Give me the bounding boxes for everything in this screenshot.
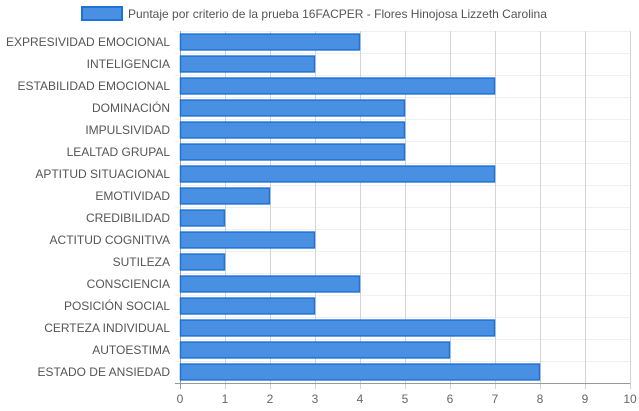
x-tick-label: 5	[402, 392, 409, 406]
bar[interactable]	[179, 165, 496, 183]
category-label: EMOTIVIDAD	[95, 189, 170, 203]
bar[interactable]	[179, 143, 406, 161]
category-label: AUTOESTIMA	[92, 343, 170, 357]
bar[interactable]	[179, 297, 316, 315]
bar[interactable]	[179, 121, 406, 139]
category-label: ESTADO DE ANSIEDAD	[38, 365, 171, 379]
x-axis-tick-labels: 0 1 2 3 4 5 6 7 8 9 10	[177, 392, 637, 406]
x-tick-label: 8	[537, 392, 544, 406]
category-label: ESTABILIDAD EMOCIONAL	[18, 79, 171, 93]
bar[interactable]	[179, 77, 496, 95]
bars	[179, 33, 541, 381]
bar[interactable]	[179, 319, 496, 337]
category-label: INTELIGENCIA	[87, 57, 170, 71]
bar[interactable]	[179, 209, 226, 227]
x-tick-label: 6	[447, 392, 454, 406]
bar[interactable]	[179, 363, 541, 381]
x-tick-label: 2	[267, 392, 274, 406]
category-label: CONSCIENCIA	[87, 277, 170, 291]
x-tick-label: 9	[582, 392, 589, 406]
category-labels: EXPRESIVIDAD EMOCIONAL INTELIGENCIA ESTABI…	[6, 35, 170, 379]
bar[interactable]	[179, 253, 226, 271]
bar[interactable]	[179, 55, 316, 73]
x-tick-label: 3	[312, 392, 319, 406]
category-label: APTITUD SITUACIONAL	[35, 167, 170, 181]
category-label: CREDIBILIDAD	[86, 211, 170, 225]
x-tick-label: 1	[222, 392, 229, 406]
category-label: POSICIÓN SOCIAL	[64, 298, 170, 313]
x-tick-label: 7	[492, 392, 499, 406]
legend[interactable]: Puntaje por criterio de la prueba 16FACP…	[81, 6, 547, 21]
legend-swatch	[81, 6, 123, 21]
bar[interactable]	[179, 341, 451, 359]
category-label: SUTILEZA	[113, 255, 170, 269]
x-tick-label: 4	[357, 392, 364, 406]
legend-label: Puntaje por criterio de la prueba 16FACP…	[128, 7, 547, 21]
bar[interactable]	[179, 275, 361, 293]
bar[interactable]	[179, 231, 316, 249]
bar[interactable]	[179, 99, 406, 117]
bar[interactable]	[179, 187, 271, 205]
x-tick-label: 10	[623, 392, 637, 406]
category-label: IMPULSIVIDAD	[85, 123, 170, 137]
category-label: ACTITUD COGNITIVA	[50, 233, 170, 247]
category-label: EXPRESIVIDAD EMOCIONAL	[6, 35, 170, 49]
category-label: LEALTAD GRUPAL	[67, 145, 171, 159]
category-label: DOMINACIÓN	[92, 100, 170, 115]
bar[interactable]	[179, 33, 361, 51]
x-tick-label: 0	[177, 392, 184, 406]
category-label: CERTEZA INDIVIDUAL	[44, 321, 170, 335]
